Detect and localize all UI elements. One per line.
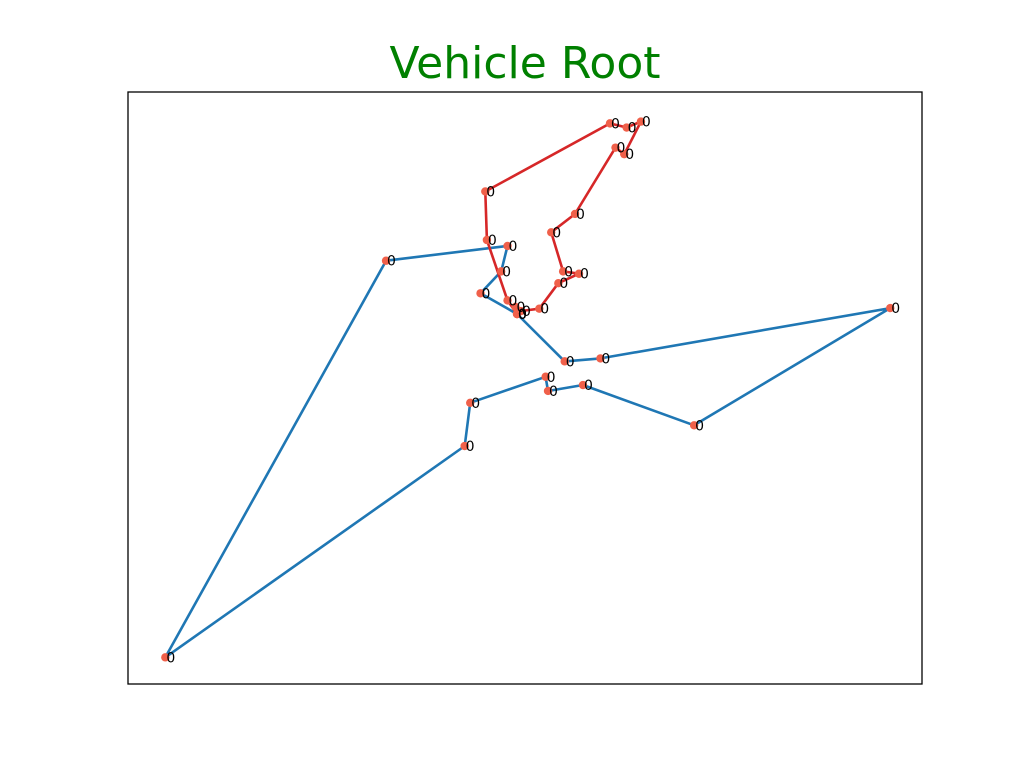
route-node-0-9 <box>460 441 469 451</box>
route-node-0-11 <box>381 256 391 265</box>
node-label-1-2: 0 <box>488 233 497 249</box>
route-node-0-8 <box>466 398 475 407</box>
node-label-1-8: 0 <box>617 141 626 157</box>
route-node-1-6 <box>636 117 646 126</box>
node-label-0-10: 0 <box>166 650 175 666</box>
route-node-1-13 <box>554 279 563 288</box>
route-node-1-7 <box>620 149 629 159</box>
route-node-0-7 <box>541 372 550 381</box>
route-node-0-4 <box>689 421 699 430</box>
node-label-0-5: 0 <box>584 378 593 394</box>
node-label-0-9: 0 <box>466 439 475 455</box>
route-line-1 <box>483 120 643 315</box>
node-label-1-11: 0 <box>564 264 573 280</box>
node-label-1-4: 0 <box>611 116 620 132</box>
node-label-0-11: 0 <box>387 254 396 270</box>
route-node-0-10 <box>161 653 170 662</box>
node-label-1-13: 0 <box>559 276 568 292</box>
node-label-1-10: 0 <box>552 225 561 241</box>
node-label-1-14: 0 <box>540 302 549 318</box>
route-node-1-1 <box>503 296 512 305</box>
node-label-1-9: 0 <box>576 207 585 223</box>
route-node-0-13 <box>496 267 506 276</box>
route-node-0-12 <box>503 241 512 251</box>
route-node-0-3 <box>886 303 895 313</box>
node-label-0-13: 0 <box>502 264 511 280</box>
chart-title: Vehicle Root <box>389 38 661 89</box>
node-label-0-14: 0 <box>482 286 491 302</box>
node-label-2-0: 0 <box>516 300 525 316</box>
node-label-0-12: 0 <box>509 239 518 255</box>
route-lines <box>164 120 892 659</box>
route-node-1-14 <box>535 304 544 313</box>
route-node-0-5 <box>578 380 588 390</box>
node-label-1-12: 0 <box>580 267 589 283</box>
node-label-0-15: 0 <box>518 307 527 323</box>
route-node-1-3 <box>481 187 490 196</box>
node-label-0-4: 0 <box>695 418 704 434</box>
route-node-0-6 <box>543 386 553 396</box>
node-label-1-7: 0 <box>625 147 634 163</box>
node-label-0-8: 0 <box>471 396 480 412</box>
node-label-0-2: 0 <box>601 351 610 367</box>
node-label-2-1: 0 <box>518 307 527 323</box>
node-label-1-0: 0 <box>518 307 527 323</box>
route-line-0 <box>164 244 892 659</box>
route-node-1-5 <box>622 123 631 132</box>
route-nodes <box>161 117 895 662</box>
node-label-0-3: 0 <box>891 301 900 317</box>
plot-frame <box>127 91 923 685</box>
node-label-1-3: 0 <box>486 184 495 200</box>
route-node-1-8 <box>611 143 620 152</box>
route-node-0-14 <box>476 289 485 298</box>
node-label-0-1: 0 <box>566 354 575 370</box>
node-label-1-5: 0 <box>628 121 637 137</box>
node-label-0-6: 0 <box>549 384 558 400</box>
route-node-1-2 <box>482 235 492 245</box>
route-node-0-2 <box>596 354 605 363</box>
route-node-0-1 <box>560 357 569 366</box>
node-label-0-7: 0 <box>547 370 556 386</box>
route-node-1-11 <box>558 267 568 276</box>
route-node-2-1 <box>512 309 522 319</box>
route-node-2-0 <box>511 302 520 312</box>
route-node-1-4 <box>605 119 615 128</box>
node-label-1-1: 0 <box>509 293 518 309</box>
route-node-1-10 <box>547 228 556 237</box>
node-label-0-0: 0 <box>518 307 527 323</box>
route-node-1-12 <box>574 269 584 278</box>
node-label-1-15: 0 <box>522 304 531 320</box>
node-label-1-6: 0 <box>642 115 651 131</box>
route-node-1-9 <box>570 209 580 219</box>
